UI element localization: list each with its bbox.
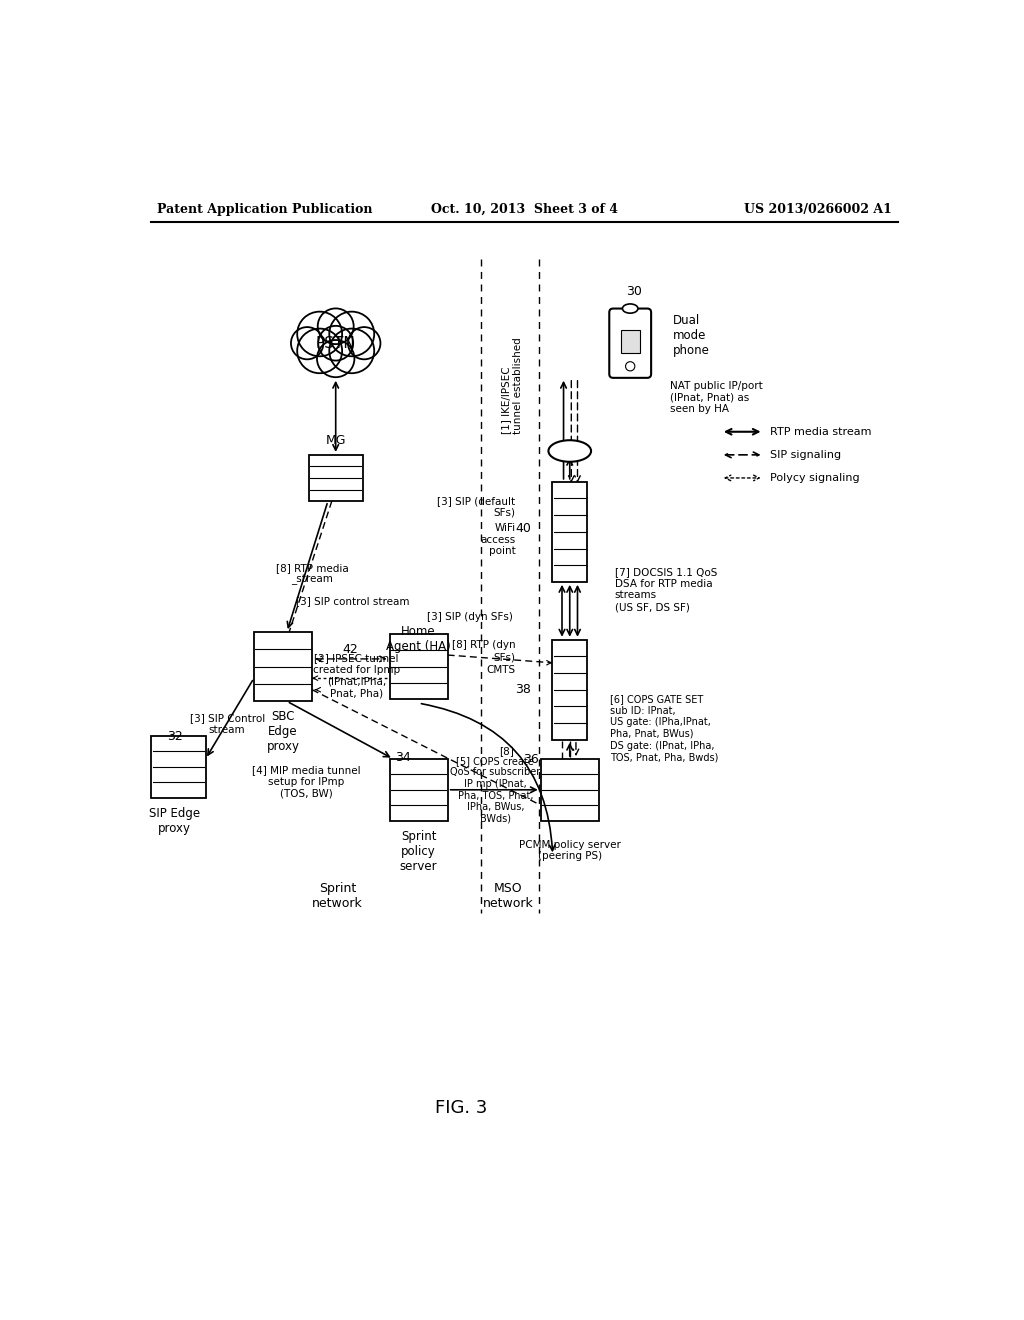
Text: 42: 42: [343, 643, 358, 656]
Text: [3] SIP (default
SFs): [3] SIP (default SFs): [437, 495, 515, 517]
Text: Sprint
network: Sprint network: [312, 882, 362, 911]
Text: US 2013/0266002 A1: US 2013/0266002 A1: [744, 203, 892, 216]
Text: SIP signaling: SIP signaling: [770, 450, 841, 459]
Circle shape: [348, 327, 381, 359]
Text: [8] RTP (dyn
SFs): [8] RTP (dyn SFs): [452, 640, 515, 663]
Text: [1] IKE/IPSEC
tunnel established: [1] IKE/IPSEC tunnel established: [502, 337, 523, 434]
Text: [2] IPSEC tunnel
created for Ipmp
(IPnat,IPha,
Pnat, Pha): [2] IPSEC tunnel created for Ipmp (IPnat…: [313, 653, 400, 698]
Text: SIP Edge
proxy: SIP Edge proxy: [148, 807, 200, 834]
Text: [8]: [8]: [499, 746, 514, 756]
Circle shape: [317, 341, 354, 378]
Text: PSTN: PSTN: [315, 335, 355, 351]
Ellipse shape: [549, 441, 591, 462]
Text: [4] MIP media tunnel
setup for IPmp
(TOS, BW): [4] MIP media tunnel setup for IPmp (TOS…: [252, 766, 360, 799]
Text: RTP media stream: RTP media stream: [770, 426, 871, 437]
FancyBboxPatch shape: [308, 455, 362, 502]
Text: [5] COPS create
QoS for subscriber
IP mp (IPnat,
Pha, TOS, Pnat,
IPha, BWus,
BWd: [5] COPS create QoS for subscriber IP mp…: [451, 756, 541, 824]
Text: 36: 36: [523, 752, 539, 766]
Text: [6] COPS GATE SET
sub ID: IPnat,
US gate: (IPha,IPnat,
Pha, Pnat, BWus)
DS gate:: [6] COPS GATE SET sub ID: IPnat, US gate…: [610, 694, 719, 762]
Circle shape: [318, 326, 353, 360]
Text: WiFi
access
point: WiFi access point: [480, 523, 515, 556]
Text: 30: 30: [626, 285, 642, 298]
Text: MG: MG: [326, 434, 346, 447]
FancyBboxPatch shape: [552, 482, 587, 582]
FancyBboxPatch shape: [609, 309, 651, 378]
Text: PCMM policy server
(peering PS): PCMM policy server (peering PS): [519, 840, 621, 862]
Text: 32: 32: [167, 730, 182, 743]
Text: [3] SIP control stream: [3] SIP control stream: [296, 597, 410, 606]
Text: Sprint
policy
server: Sprint policy server: [399, 830, 437, 873]
Text: [7] DOCSIS 1.1 QoS
DSA for RTP media
streams
(US SF, DS SF): [7] DOCSIS 1.1 QoS DSA for RTP media str…: [614, 568, 717, 612]
Circle shape: [297, 329, 342, 374]
FancyBboxPatch shape: [552, 640, 587, 739]
Text: 40: 40: [515, 521, 531, 535]
FancyBboxPatch shape: [621, 330, 640, 354]
Text: [3] SIP (dyn SFs): [3] SIP (dyn SFs): [427, 611, 513, 622]
FancyBboxPatch shape: [541, 759, 599, 821]
FancyBboxPatch shape: [152, 737, 206, 797]
Text: NAT public IP/port
(IPnat, Pnat) as
seen by HA: NAT public IP/port (IPnat, Pnat) as seen…: [671, 380, 763, 413]
Text: MSO
network: MSO network: [482, 882, 534, 911]
FancyBboxPatch shape: [389, 634, 447, 700]
Text: Dual
mode
phone: Dual mode phone: [673, 314, 710, 356]
Text: [3] SIP Control
stream: [3] SIP Control stream: [189, 714, 265, 735]
Text: CMTS: CMTS: [486, 665, 515, 676]
Text: SBC
Edge
proxy: SBC Edge proxy: [266, 710, 299, 754]
FancyBboxPatch shape: [254, 632, 312, 701]
Text: [8] RTP media
_stream: [8] RTP media _stream: [276, 562, 349, 586]
Circle shape: [297, 312, 342, 356]
Circle shape: [330, 329, 374, 374]
Text: Polycy signaling: Polycy signaling: [770, 473, 859, 483]
Text: Home
Agent (HA): Home Agent (HA): [386, 624, 451, 652]
Text: 34: 34: [395, 751, 411, 764]
Circle shape: [291, 327, 324, 359]
Text: Oct. 10, 2013  Sheet 3 of 4: Oct. 10, 2013 Sheet 3 of 4: [431, 203, 618, 216]
FancyBboxPatch shape: [389, 759, 447, 821]
Text: 38: 38: [515, 684, 531, 696]
Circle shape: [626, 362, 635, 371]
Circle shape: [330, 312, 374, 356]
Text: FIG. 3: FIG. 3: [435, 1100, 487, 1117]
Circle shape: [317, 309, 353, 345]
Ellipse shape: [623, 304, 638, 313]
Text: Patent Application Publication: Patent Application Publication: [158, 203, 373, 216]
